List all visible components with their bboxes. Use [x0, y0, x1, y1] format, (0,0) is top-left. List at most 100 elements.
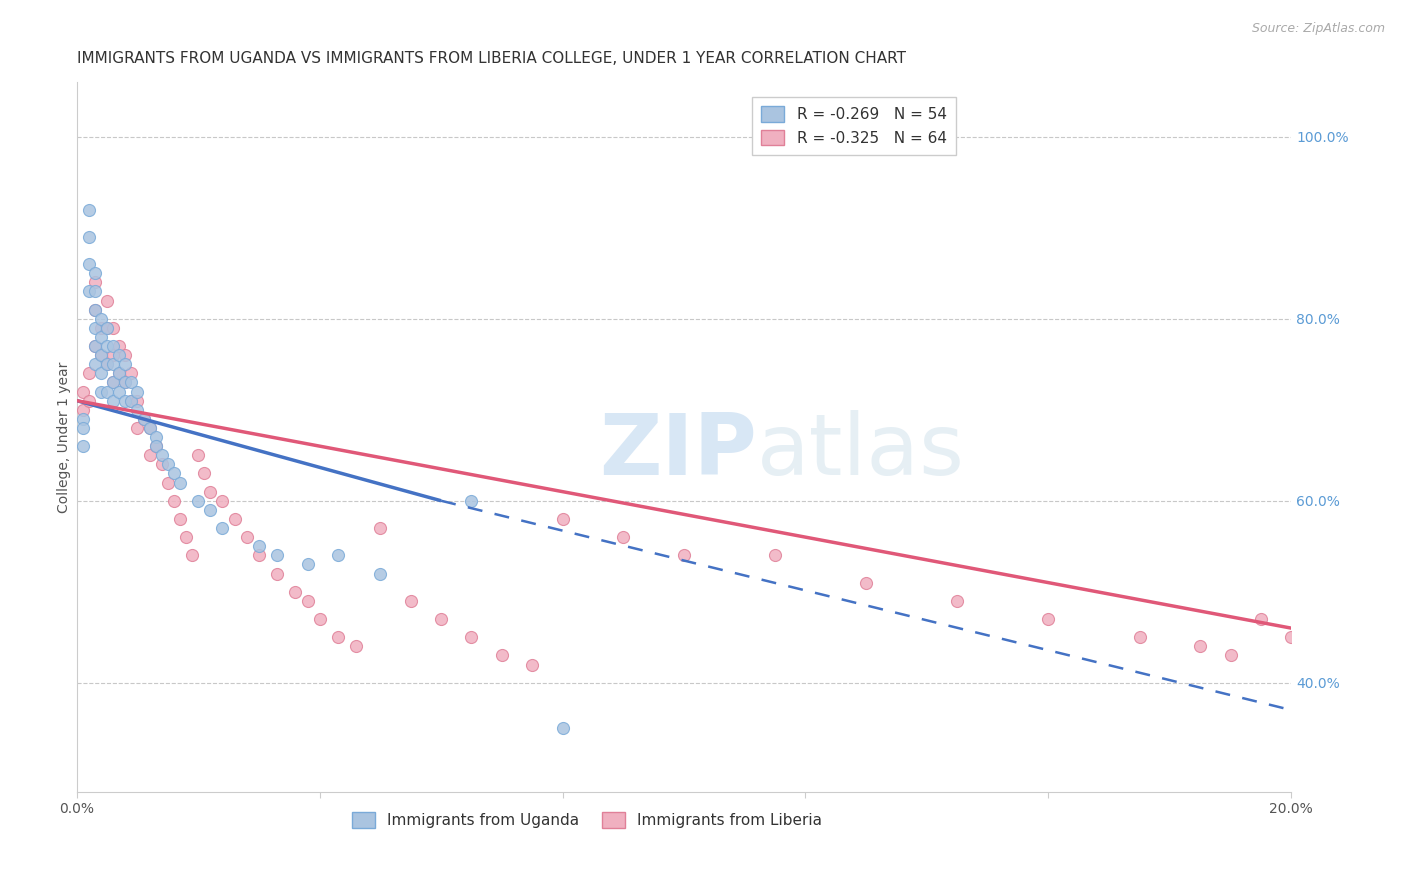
- Point: [101, 321, 124, 335]
- Point: [174, 530, 197, 544]
- Point: [138, 448, 160, 462]
- Point: [90, 330, 112, 344]
- Point: [90, 311, 112, 326]
- Point: [344, 640, 367, 654]
- Point: [138, 421, 160, 435]
- Point: [108, 367, 131, 381]
- Point: [114, 348, 136, 362]
- Point: [326, 630, 349, 644]
- Point: [211, 493, 233, 508]
- Point: [460, 630, 482, 644]
- Text: Source: ZipAtlas.com: Source: ZipAtlas.com: [1251, 22, 1385, 36]
- Point: [1128, 630, 1150, 644]
- Point: [127, 421, 149, 435]
- Point: [370, 521, 392, 535]
- Point: [77, 202, 100, 217]
- Point: [163, 493, 186, 508]
- Point: [673, 549, 696, 563]
- Point: [763, 549, 786, 563]
- Point: [156, 475, 179, 490]
- Point: [522, 657, 544, 672]
- Point: [101, 339, 124, 353]
- Point: [551, 721, 574, 735]
- Point: [266, 566, 288, 581]
- Point: [120, 393, 142, 408]
- Point: [491, 648, 513, 663]
- Point: [84, 357, 107, 371]
- Y-axis label: College, Under 1 year: College, Under 1 year: [58, 361, 72, 513]
- Point: [101, 393, 124, 408]
- Point: [72, 421, 94, 435]
- Point: [127, 402, 149, 417]
- Point: [224, 512, 246, 526]
- Point: [101, 376, 124, 390]
- Point: [90, 367, 112, 381]
- Point: [72, 402, 94, 417]
- Point: [150, 448, 173, 462]
- Point: [77, 285, 100, 299]
- Point: [297, 594, 319, 608]
- Point: [370, 566, 392, 581]
- Point: [96, 384, 118, 399]
- Point: [90, 321, 112, 335]
- Point: [266, 549, 288, 563]
- Point: [200, 484, 222, 499]
- Point: [145, 430, 167, 444]
- Point: [156, 458, 179, 472]
- Point: [297, 558, 319, 572]
- Point: [1219, 648, 1241, 663]
- Point: [187, 448, 209, 462]
- Point: [120, 367, 142, 381]
- Point: [101, 348, 124, 362]
- Point: [326, 549, 349, 563]
- Point: [96, 321, 118, 335]
- Point: [96, 293, 118, 308]
- Point: [612, 530, 634, 544]
- Point: [114, 393, 136, 408]
- Point: [236, 530, 259, 544]
- Point: [96, 339, 118, 353]
- Point: [181, 549, 204, 563]
- Point: [138, 421, 160, 435]
- Text: IMMIGRANTS FROM UGANDA VS IMMIGRANTS FROM LIBERIA COLLEGE, UNDER 1 YEAR CORRELAT: IMMIGRANTS FROM UGANDA VS IMMIGRANTS FRO…: [77, 51, 905, 66]
- Point: [77, 367, 100, 381]
- Point: [247, 549, 270, 563]
- Point: [1250, 612, 1272, 626]
- Point: [114, 357, 136, 371]
- Point: [284, 584, 307, 599]
- Point: [101, 357, 124, 371]
- Point: [96, 357, 118, 371]
- Point: [77, 257, 100, 271]
- Point: [96, 321, 118, 335]
- Point: [120, 393, 142, 408]
- Point: [108, 367, 131, 381]
- Point: [84, 266, 107, 280]
- Point: [101, 376, 124, 390]
- Point: [187, 493, 209, 508]
- Point: [90, 348, 112, 362]
- Point: [150, 458, 173, 472]
- Point: [247, 539, 270, 553]
- Text: atlas: atlas: [756, 409, 965, 492]
- Legend: Immigrants from Uganda, Immigrants from Liberia: Immigrants from Uganda, Immigrants from …: [346, 805, 828, 834]
- Text: ZIP: ZIP: [599, 409, 756, 492]
- Point: [84, 302, 107, 317]
- Point: [120, 376, 142, 390]
- Point: [96, 357, 118, 371]
- Point: [77, 393, 100, 408]
- Point: [1038, 612, 1060, 626]
- Point: [108, 348, 131, 362]
- Point: [84, 339, 107, 353]
- Point: [127, 384, 149, 399]
- Point: [169, 475, 191, 490]
- Point: [84, 285, 107, 299]
- Point: [108, 339, 131, 353]
- Point: [163, 467, 186, 481]
- Point: [108, 384, 131, 399]
- Point: [1279, 630, 1302, 644]
- Point: [114, 376, 136, 390]
- Point: [1189, 640, 1212, 654]
- Point: [84, 321, 107, 335]
- Point: [132, 412, 155, 426]
- Point: [145, 439, 167, 453]
